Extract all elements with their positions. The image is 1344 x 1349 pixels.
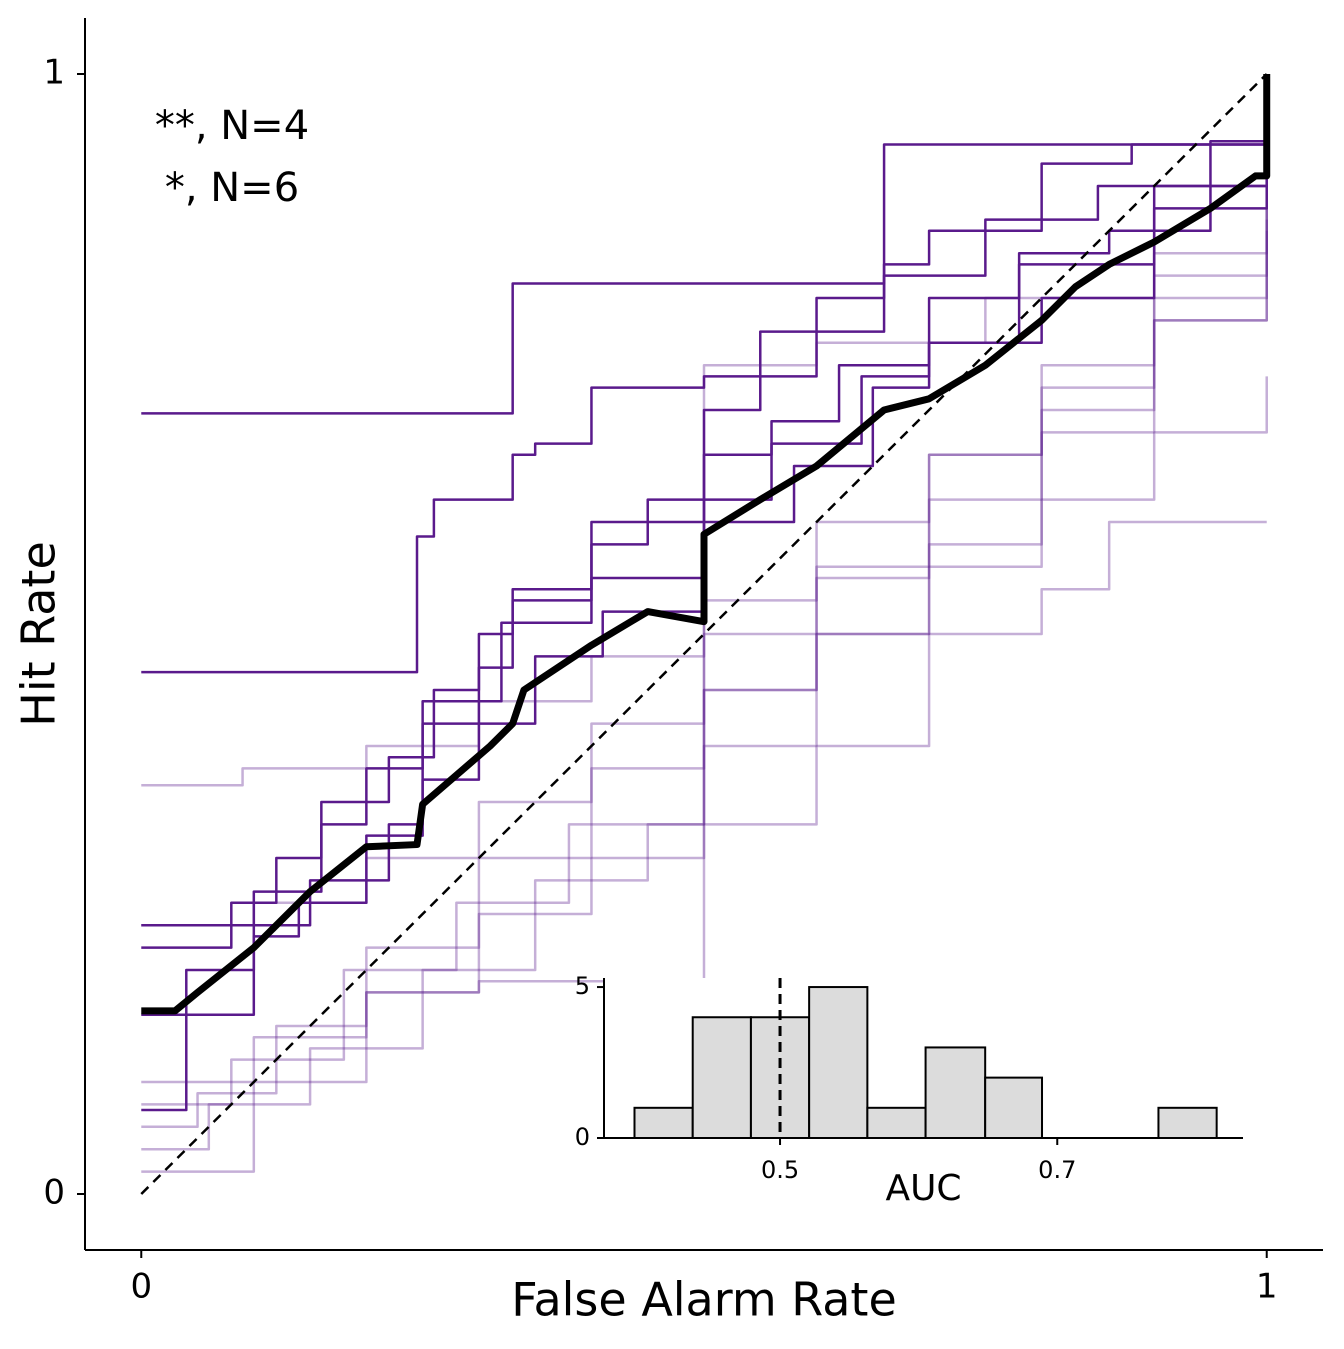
- roc-curve: [141, 230, 1268, 1084]
- roc-curve: [141, 118, 1268, 949]
- roc-curve: [140, 73, 1268, 1195]
- y-axis-label: Hit Rate: [12, 541, 66, 727]
- histogram-bar: [808, 986, 869, 1139]
- annotation: **, N=4: [155, 103, 309, 149]
- y-tick-label: 0: [575, 1123, 590, 1151]
- histogram-bar: [866, 1106, 927, 1139]
- annotation: *, N=6: [165, 165, 299, 211]
- inset-plot: 0.5 0.7 0 5 AUC: [575, 972, 1243, 1209]
- x-tick-label: 0.5: [761, 1156, 799, 1184]
- y-tick-label: 5: [575, 972, 590, 1000]
- x-axis-label: False Alarm Rate: [511, 1273, 897, 1327]
- y-tick-label: 0: [43, 1173, 65, 1213]
- roc-curve: [141, 376, 1268, 1151]
- x-tick-label: 1: [1256, 1267, 1278, 1307]
- x-tick-label: 0: [130, 1267, 152, 1307]
- roc-curve: [141, 74, 1271, 1015]
- x-axis-label: AUC: [885, 1168, 961, 1209]
- histogram-bar: [984, 1076, 1044, 1140]
- main-plot: 0 1 0 1 False Alarm Rate Hit Rate **, N=4 *, N=…: [12, 18, 1323, 1327]
- roc-curve: [141, 208, 1268, 1106]
- roc-curve: [141, 520, 1267, 1173]
- histogram-bar: [633, 1106, 694, 1139]
- histogram-bar: [924, 1046, 987, 1139]
- histogram-bar: [1157, 1106, 1218, 1139]
- x-tick-label: 0.7: [1038, 1156, 1076, 1184]
- y-tick-label: 1: [43, 53, 65, 93]
- histogram-bar: [691, 1016, 752, 1140]
